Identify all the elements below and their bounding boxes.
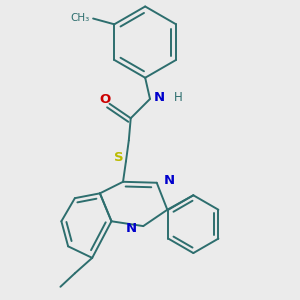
Text: O: O (99, 93, 110, 106)
Text: N: N (154, 92, 165, 104)
Text: H: H (174, 92, 183, 104)
Text: S: S (114, 151, 124, 164)
Text: CH₃: CH₃ (70, 13, 89, 22)
Text: N: N (164, 174, 175, 187)
Text: N: N (125, 221, 136, 235)
